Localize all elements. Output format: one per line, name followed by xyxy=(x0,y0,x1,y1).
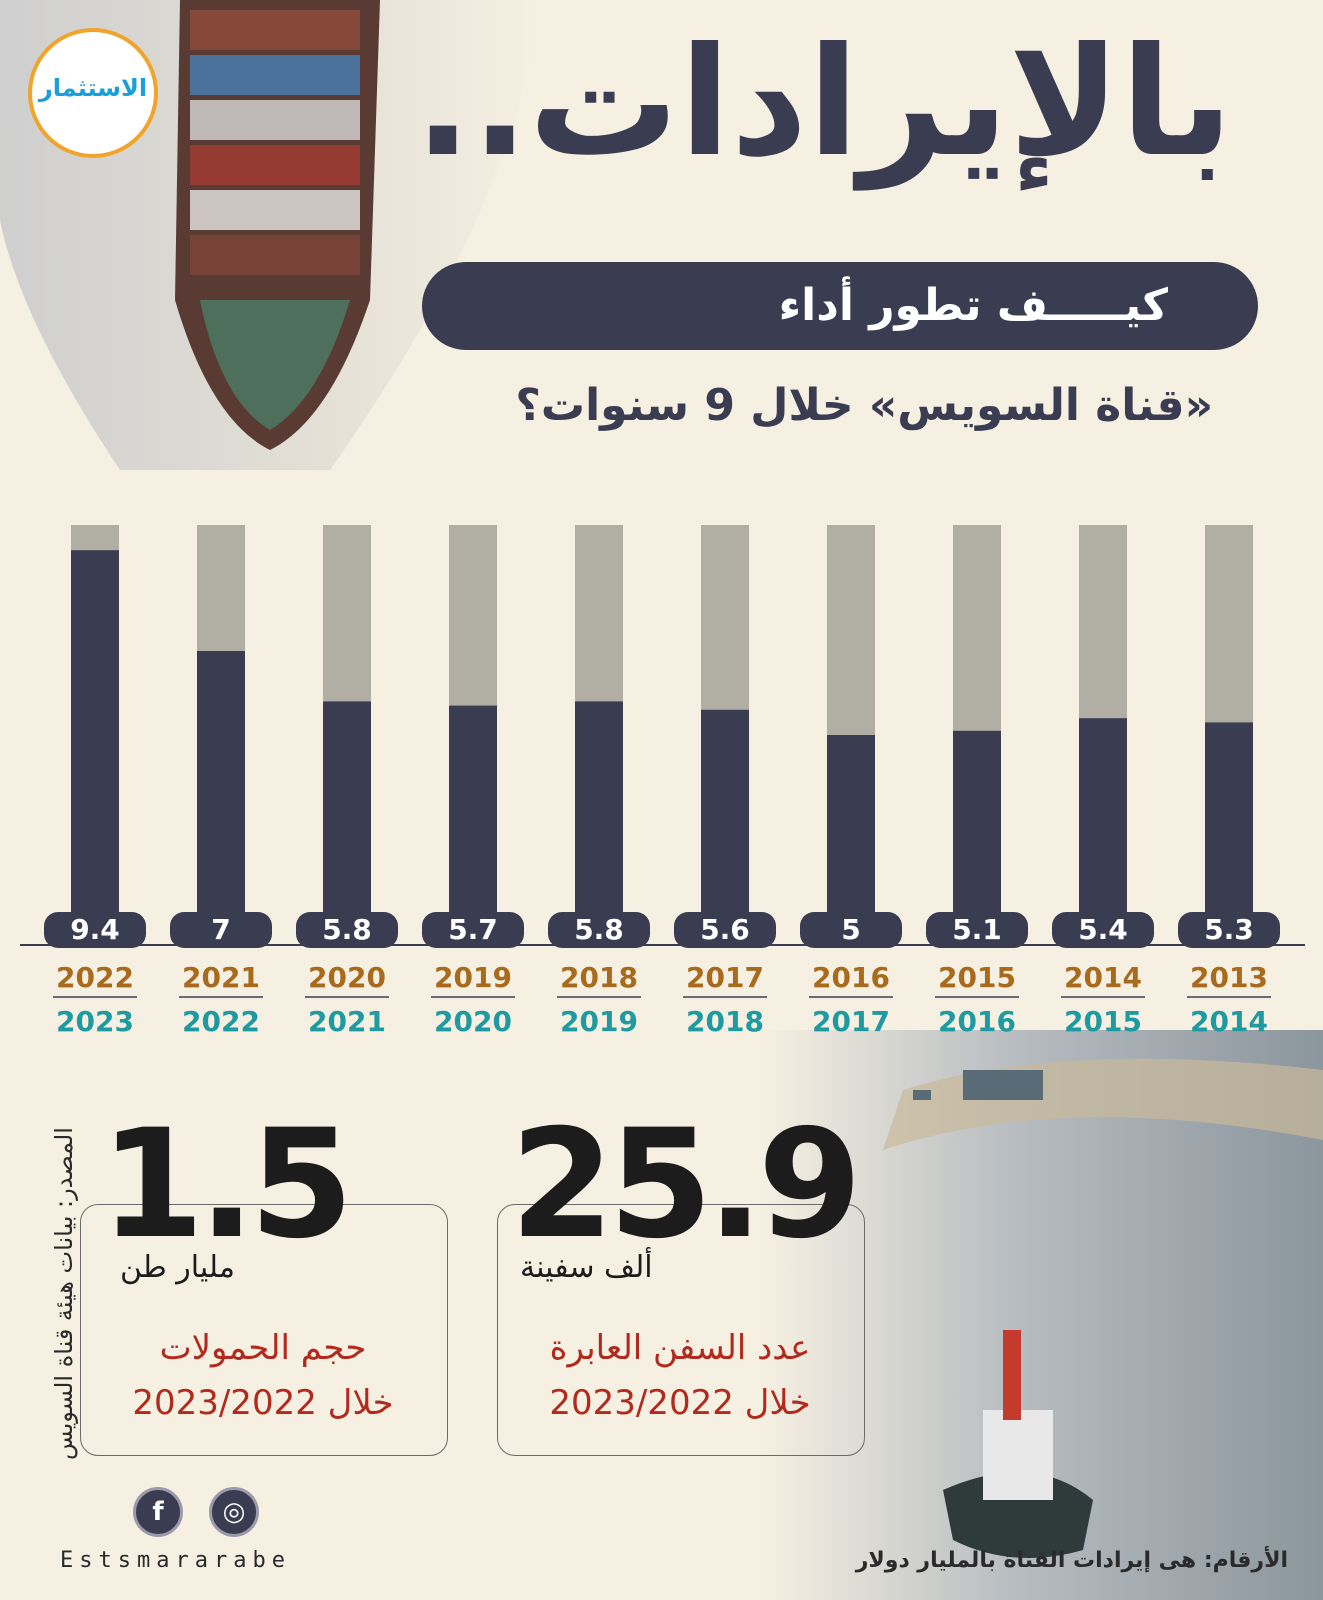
year-from-2021: 2021 xyxy=(182,961,260,994)
bar-2015 xyxy=(953,730,1001,945)
value-label-2018: 5.8 xyxy=(574,913,624,946)
year-to-2020: 2020 xyxy=(434,1005,512,1038)
year-to-2023: 2023 xyxy=(56,1005,134,1038)
year-from-2017: 2017 xyxy=(686,961,764,994)
year-from-2019: 2019 xyxy=(434,961,512,994)
year-from-2016: 2016 xyxy=(812,961,890,994)
year-to-2014: 2014 xyxy=(1190,1005,1268,1038)
value-label-2015: 5.1 xyxy=(952,913,1002,946)
logo-text: الاستثمار xyxy=(38,74,148,102)
bar-2020 xyxy=(323,701,371,945)
value-pill-2022 xyxy=(44,912,146,948)
value-label-2013: 5.3 xyxy=(1204,913,1254,946)
source-note: المصدر: بيانات هيئة قناة السويس xyxy=(20,1090,78,1460)
source-text: المصدر: بيانات هيئة قناة السويس xyxy=(50,1127,78,1460)
year-to-2015: 2015 xyxy=(1064,1005,1142,1038)
year-to-2022: 2022 xyxy=(182,1005,260,1038)
year-to-2017: 2017 xyxy=(812,1005,890,1038)
year-from-2022: 2022 xyxy=(56,961,134,994)
canal-tugboat-photo xyxy=(763,1030,1323,1600)
brand-logo: الاستثمار xyxy=(28,28,158,158)
subheadline: كيـــــف تطور أداء xyxy=(778,280,1168,331)
value-label-2017: 5.6 xyxy=(700,913,750,946)
cargo-number: 1.5 xyxy=(100,1098,354,1272)
cargo-label-line1: حجم الحمولات xyxy=(159,1328,367,1368)
headline: بالإيرادات.. xyxy=(414,16,1233,190)
cargo-unit: مليار طن xyxy=(120,1250,235,1285)
facebook-icon[interactable]: f xyxy=(133,1487,183,1537)
year-from-2018: 2018 xyxy=(560,961,638,994)
value-pill-2020 xyxy=(296,912,398,948)
value-pill-2013 xyxy=(1178,912,1280,948)
value-pill-2019 xyxy=(422,912,524,948)
bar-2019 xyxy=(449,705,497,945)
brand-name: Estsmararabe xyxy=(60,1548,291,1573)
value-pill-2018 xyxy=(548,912,650,948)
value-pill-2016 xyxy=(800,912,902,948)
value-pill-2015 xyxy=(926,912,1028,948)
bar-2014 xyxy=(1079,718,1127,945)
value-label-2019: 5.7 xyxy=(448,913,498,946)
year-from-2020: 2020 xyxy=(308,961,386,994)
value-label-2022: 9.4 xyxy=(70,913,120,946)
bar-2016 xyxy=(827,735,875,945)
year-from-2013: 2013 xyxy=(1190,961,1268,994)
value-label-2020: 5.8 xyxy=(322,913,372,946)
value-label-2014: 5.4 xyxy=(1078,913,1128,946)
bar-2022 xyxy=(71,550,119,945)
year-to-2019: 2019 xyxy=(560,1005,638,1038)
cargo-label-line2: خلال 2023/2022 xyxy=(132,1383,394,1423)
bar-2017 xyxy=(701,709,749,945)
ships-unit: ألف سفينة xyxy=(520,1250,653,1285)
bar-2021 xyxy=(197,651,245,945)
ships-stat-box xyxy=(497,1204,865,1456)
value-label-2021: 7 xyxy=(211,913,230,946)
value-pill-2021 xyxy=(170,912,272,948)
year-to-2016: 2016 xyxy=(938,1005,1016,1038)
subtitle: «قناة السويس» خلال 9 سنوات؟ xyxy=(515,380,1213,431)
value-pill-2014 xyxy=(1052,912,1154,948)
year-from-2015: 2015 xyxy=(938,961,1016,994)
value-label-2016: 5 xyxy=(841,913,860,946)
year-from-2014: 2014 xyxy=(1064,961,1142,994)
units-footnote: الأرقام: هى إيرادات القناة بالمليار دولا… xyxy=(855,1548,1288,1573)
year-to-2018: 2018 xyxy=(686,1005,764,1038)
ships-label-line2: خلال 2023/2022 xyxy=(549,1383,811,1423)
ships-label-line1: عدد السفن العابرة xyxy=(549,1328,811,1368)
year-to-2021: 2021 xyxy=(308,1005,386,1038)
dribbble-icon[interactable]: ◎ xyxy=(209,1487,259,1537)
ships-number: 25.9 xyxy=(510,1098,862,1272)
value-pill-2017 xyxy=(674,912,776,948)
bar-2013 xyxy=(1205,722,1253,945)
revenue-bar-chart: 5.3 2013 2014 5.4 2014 2015 5.1 2015 2016 5 2016 20… xyxy=(20,525,1305,1038)
subheadline-pill: كيـــــف تطور أداء xyxy=(422,262,1258,350)
bar-2018 xyxy=(575,701,623,945)
cargo-stat-box xyxy=(80,1204,448,1456)
